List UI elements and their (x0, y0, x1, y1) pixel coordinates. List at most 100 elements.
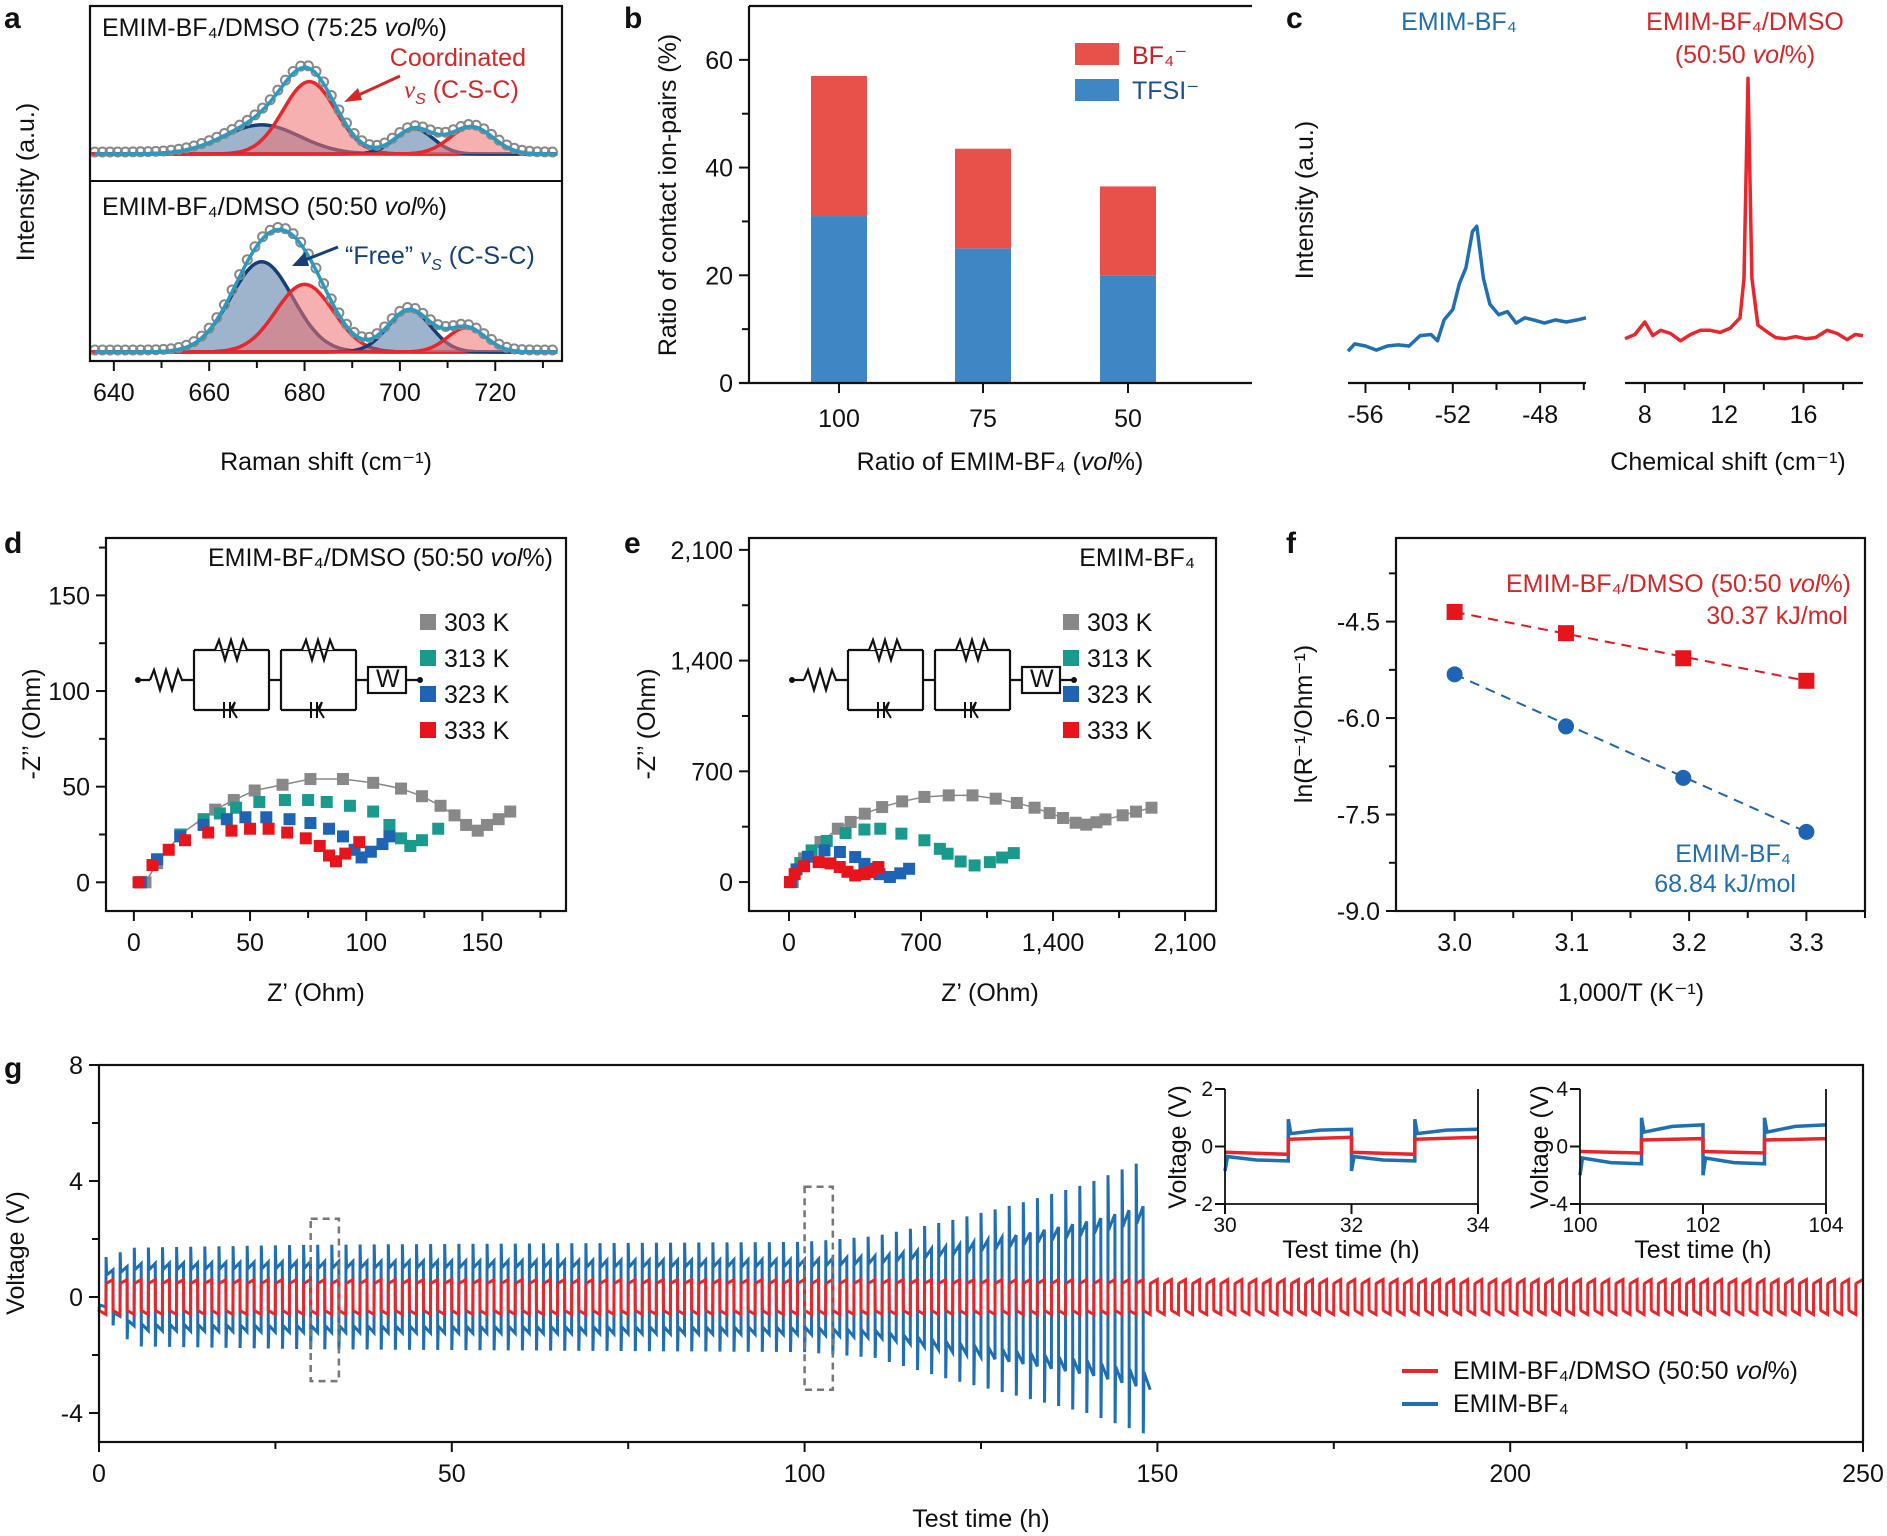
b-legend-label-bf4: BF₄⁻ (1132, 42, 1187, 70)
d-data-marker-303K (336, 773, 349, 786)
d-x-tick-label: 0 (127, 929, 141, 957)
d-data-marker-333K (162, 843, 175, 856)
d-y-tick-label: 50 (62, 774, 90, 802)
e-data-marker-333K (798, 860, 811, 873)
g-inset2-y-title: Voltage (V) (1526, 1085, 1554, 1209)
f-x-tick-label: 3.3 (1789, 929, 1824, 957)
e-data-marker-333K (872, 861, 885, 874)
d-data-marker-323K (364, 845, 377, 858)
a-data-point (546, 146, 558, 158)
a-free-label: “Free” νS (C-S-C) (345, 242, 535, 274)
a-data-point (96, 344, 108, 356)
e-data-marker-303K (896, 795, 909, 808)
a-x-tick-label: 700 (379, 379, 421, 407)
d-data-marker-333K (132, 876, 145, 889)
d-data-marker-333K (353, 836, 366, 849)
e-data-marker-323K (801, 850, 814, 863)
g-y-tick-label: -4 (61, 1400, 83, 1428)
g-inset-x-tick-label: 32 (1340, 1214, 1363, 1237)
d-data-marker-333K (146, 859, 159, 872)
e-data-marker-303K (1069, 816, 1082, 829)
f-fit-line (1454, 673, 1807, 833)
g-inset1-y-title: Voltage (V) (1164, 1085, 1192, 1209)
g-legend-label-dmso: EMIM-BF₄/DMSO (50:50 vol%) (1453, 1357, 1798, 1385)
a-data-point (531, 146, 543, 158)
g-x-tick-label: 150 (1137, 1460, 1179, 1488)
b-x-tick-label: 75 (969, 405, 997, 433)
f-data-marker-circle (1446, 666, 1463, 683)
a-component-fill-coordinated (90, 126, 558, 154)
d-legend-swatch (420, 686, 436, 702)
d-data-marker-333K (313, 839, 326, 852)
e-data-marker-313K (996, 851, 1009, 864)
e-legend-label: 313 K (1087, 645, 1153, 673)
e-plot-frame (747, 536, 1218, 913)
a-coordinated-mode: νS (C-S-C) (404, 76, 519, 108)
e-data-marker-303K (1057, 811, 1070, 824)
a-x-tick-label: 720 (474, 379, 516, 407)
d-data-marker-303K (395, 782, 408, 795)
e-data-marker-303K (1145, 801, 1158, 814)
a-data-point (104, 146, 116, 158)
e-y-tick-label: 2,100 (670, 537, 733, 565)
g-zoom-window-box (309, 1217, 341, 1383)
e-data-marker-333K (788, 868, 801, 881)
e-y-tick-label: 1,400 (670, 648, 733, 676)
f-x-axis-title: 1,000/T (K⁻¹) (1558, 979, 1704, 1007)
d-plot-frame (104, 536, 568, 913)
d-data-marker-323K (283, 813, 296, 826)
d-data-marker-313K (432, 822, 445, 835)
e-legend-swatch (1063, 722, 1079, 738)
b-legend-swatch-bf4 (1075, 43, 1119, 65)
e-x-tick-label: 1,400 (1022, 929, 1085, 957)
d-title: EMIM-BF₄/DMSO (50:50 vol%) (208, 544, 553, 572)
d-data-marker-303K (248, 784, 261, 797)
e-data-marker-303K (918, 790, 931, 803)
g-x-tick-label: 100 (784, 1460, 826, 1488)
e-data-marker-303K (966, 789, 979, 802)
d-y-tick-label: 150 (48, 582, 90, 610)
e-legend-label: 323 K (1087, 681, 1153, 709)
f-data-marker-circle (1558, 718, 1575, 735)
d-data-marker-303K (367, 776, 380, 789)
c-x-tick-label: -48 (1522, 401, 1558, 429)
a-data-point (104, 344, 116, 356)
e-legend-label: 333 K (1087, 717, 1153, 745)
d-data-marker-313K (302, 794, 315, 807)
g-y-axis-title: Voltage (V) (2, 1191, 30, 1315)
a-data-point (409, 120, 421, 132)
a-coordinated-label: Coordinated (390, 44, 526, 72)
d-data-marker-333K (178, 834, 191, 847)
e-data-marker-323K (883, 870, 896, 883)
d-legend-label: 303 K (444, 609, 510, 637)
e-data-marker-303K (1010, 796, 1023, 809)
a-data-point (135, 344, 147, 356)
a-data-point (539, 344, 551, 356)
e-x-tick-label: 0 (782, 929, 796, 957)
a-x-axis-title: Raman shift (cm⁻¹) (220, 448, 432, 476)
f-data-marker-square (1446, 603, 1463, 620)
b-y-axis-title: Ratio of contact ion-pairs (%) (654, 34, 682, 356)
f-data-marker-square (1675, 650, 1692, 667)
e-x-tick-label: 2,100 (1154, 929, 1217, 957)
warburg-element-box (366, 665, 408, 695)
e-data-marker-313K (968, 859, 981, 872)
d-data-marker-303K (448, 809, 461, 822)
d-data-marker-303K (415, 790, 428, 803)
a-plot-frame (88, 4, 564, 363)
g-inset-x-tick-label: 34 (1466, 1214, 1490, 1237)
a-data-point (142, 146, 154, 158)
d-data-marker-323K (383, 830, 396, 843)
e-data-marker-303K (1080, 818, 1093, 831)
d-data-marker-313K (383, 818, 396, 831)
c-x-tick-label: -52 (1435, 401, 1471, 429)
c-x-tick-label: -56 (1347, 401, 1383, 429)
a-component-fill-coordinated (90, 284, 558, 352)
g-inset-x-tick-label: 102 (1685, 1214, 1720, 1237)
e-x-axis-title: Z’ (Ohm) (941, 979, 1039, 1007)
a-data-point (96, 146, 108, 158)
c-x-tick-label: 16 (1790, 401, 1818, 429)
d-data-marker-323K (260, 811, 273, 824)
equivalent-circuit-diagram: W (789, 636, 1077, 719)
e-data-marker-313K (918, 834, 931, 847)
